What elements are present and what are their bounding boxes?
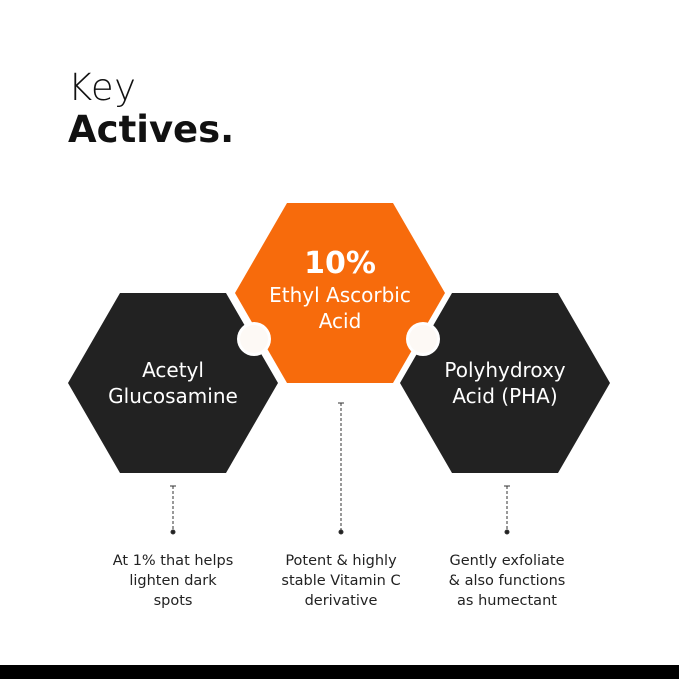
dashed-leader-center (338, 402, 344, 535)
connector-dot-right-inner (409, 325, 437, 353)
title-light: Key (68, 66, 137, 109)
connector-dot-left-inner (240, 325, 268, 353)
description-line: spots (153, 593, 193, 609)
hexagon-label-ethyl-ascorbic-acid: 10% Ethyl Ascorbic Acid (235, 246, 445, 334)
hexagon-polyhydroxy-acid (400, 293, 610, 473)
description-line: & also functions (448, 573, 566, 589)
bottom-bar (0, 665, 679, 679)
description-line: stable Vitamin C (281, 573, 401, 589)
description-line: derivative (304, 593, 378, 609)
active-name-line1: Ethyl Ascorbic (269, 283, 411, 307)
description-polyhydroxy-acid: Gently exfoliate & also functions as hum… (422, 551, 592, 611)
active-percent: 10% (304, 246, 376, 281)
title-bold: Actives. (68, 108, 235, 151)
active-name-line1: Polyhydroxy (444, 358, 566, 382)
description-line: At 1% that helps (112, 553, 234, 569)
hexagon-label-polyhydroxy-acid: Polyhydroxy Acid (PHA) (400, 357, 610, 409)
active-name-line2: Glucosamine (108, 384, 238, 408)
dashed-leader-right (504, 485, 510, 535)
hexagon-ethyl-ascorbic-acid (235, 203, 445, 383)
hexagon-label-acetyl-glucosamine: Acetyl Glucosamine (68, 357, 278, 409)
description-acetyl-glucosamine: At 1% that helps lighten dark spots (88, 551, 258, 611)
active-name-line2: Acid (318, 309, 362, 333)
hexagon-acetyl-glucosamine (68, 293, 278, 473)
dashed-leader-left (170, 485, 176, 535)
description-ethyl-ascorbic-acid: Potent & highly stable Vitamin C derivat… (256, 551, 426, 611)
description-line: as humectant (457, 593, 557, 609)
description-line: Gently exfoliate (449, 553, 565, 569)
active-name-line2: Acid (PHA) (452, 384, 558, 408)
description-line: lighten dark (129, 573, 217, 589)
description-line: Potent & highly (285, 553, 397, 569)
active-name-line1: Acetyl (142, 358, 204, 382)
